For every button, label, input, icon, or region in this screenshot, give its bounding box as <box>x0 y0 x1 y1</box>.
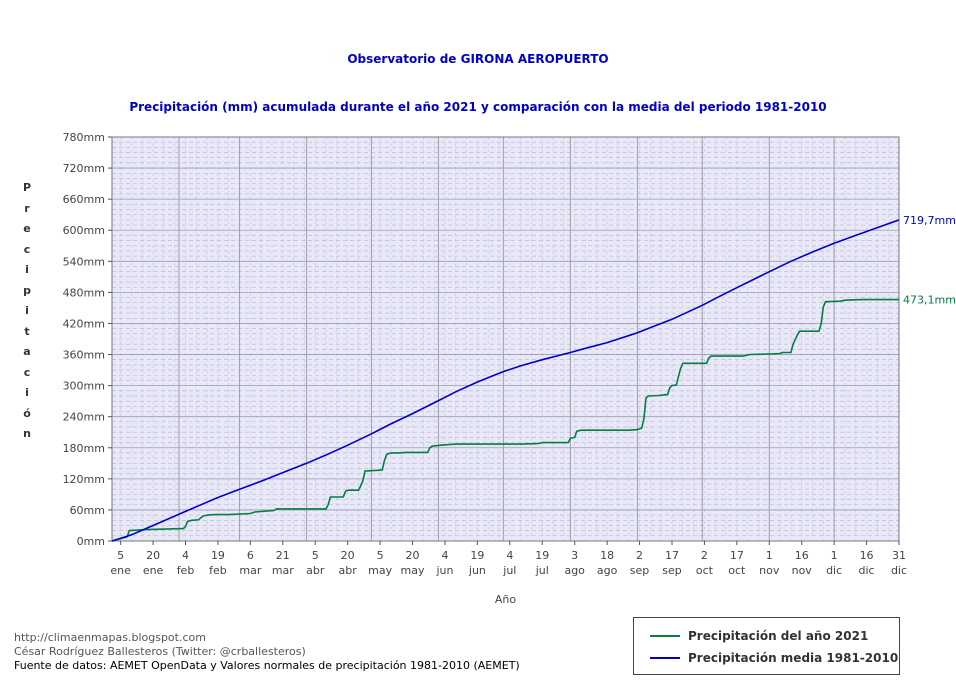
y-axis-label-letter: i <box>25 263 29 276</box>
x-tick-label-day: 19 <box>211 549 225 562</box>
x-tick-label-month: jul <box>535 564 549 577</box>
x-tick-label-day: 20 <box>406 549 420 562</box>
legend-swatch-mean <box>650 657 680 659</box>
x-tick-label-day: 5 <box>117 549 124 562</box>
x-tick-label-month: nov <box>759 564 780 577</box>
x-tick-label-month: may <box>401 564 425 577</box>
x-tick-label-month: oct <box>696 564 714 577</box>
x-tick-label-day: 1 <box>831 549 838 562</box>
chart-canvas: 0mm 60mm 120mm 180mm 240mm 300mm 360mm 420mm 480… <box>63 131 956 606</box>
y-tick-label: 420mm <box>63 317 105 330</box>
y-axis-label-letter: t <box>24 324 30 338</box>
y-tick-label: 240mm <box>63 411 105 424</box>
chart-legend: Precipitación del año 2021 Precipitación… <box>633 617 900 675</box>
x-tick-label-day: 5 <box>312 549 319 562</box>
legend-label-mean: Precipitación media 1981-2010 <box>688 651 899 665</box>
x-tick-label-month: abr <box>339 564 358 577</box>
y-tick-label: 720mm <box>63 162 105 175</box>
x-tick-label-month: ene <box>110 564 131 577</box>
x-tick-label-month: ago <box>597 564 618 577</box>
y-axis-label-letter: i <box>25 386 29 399</box>
y-tick-label: 0mm <box>77 535 105 548</box>
y-tick-label: 540mm <box>63 255 105 268</box>
x-tick-label-day: 1 <box>766 549 773 562</box>
y-axis-label-letter: e <box>23 222 31 235</box>
x-tick-label-day: 19 <box>470 549 484 562</box>
x-tick-label-day: 4 <box>441 549 448 562</box>
x-tick-label-day: 2 <box>701 549 708 562</box>
x-axis-label: Año <box>495 593 516 606</box>
y-tick-label: 300mm <box>63 380 105 393</box>
x-tick-label-day: 16 <box>860 549 874 562</box>
x-tick-label-month: feb <box>177 564 195 577</box>
legend-item-mean: Precipitación media 1981-2010 <box>650 649 898 667</box>
x-tick-label-day: 21 <box>276 549 290 562</box>
x-tick-label-day: 20 <box>146 549 160 562</box>
x-tick-label-month: may <box>368 564 392 577</box>
x-tick-label-month: sep <box>630 564 649 577</box>
x-tick-label-day: 3 <box>571 549 578 562</box>
chart-title: Observatorio de GIRONA AEROPUERTO <box>347 52 609 66</box>
x-tick-label-month: nov <box>792 564 813 577</box>
x-tick-label-day: 17 <box>665 549 679 562</box>
end-label-2021: 473,1mm <box>903 294 956 307</box>
x-tick-label-month: ago <box>564 564 585 577</box>
chart-subtitle: Precipitación (mm) acumulada durante el … <box>129 100 827 114</box>
x-tick-label-month: abr <box>306 564 325 577</box>
legend-swatch-2021 <box>650 635 680 637</box>
x-tick-label-month: dic <box>891 564 907 577</box>
y-tick-label: 660mm <box>63 193 105 206</box>
y-axis-label-letter: i <box>25 304 29 317</box>
x-tick-label-month: mar <box>272 564 294 577</box>
legend-item-2021: Precipitación del año 2021 <box>650 627 868 645</box>
x-tick-label-day: 16 <box>795 549 809 562</box>
y-tick-label: 60mm <box>70 504 105 517</box>
y-tick-label: 780mm <box>63 131 105 144</box>
x-tick-label-month: dic <box>826 564 842 577</box>
y-tick-label: 180mm <box>63 442 105 455</box>
y-tick-label: 600mm <box>63 224 105 237</box>
plot-frame <box>111 136 900 542</box>
y-axis-label-letter: p <box>23 283 31 297</box>
x-tick-label-day: 20 <box>341 549 355 562</box>
x-tick-label-day: 18 <box>600 549 614 562</box>
end-label-mean: 719,7mm <box>903 214 956 227</box>
y-axis-label-letter: P <box>22 181 32 194</box>
credit-data-source: Fuente de datos: AEMET OpenData y Valore… <box>14 659 520 672</box>
x-tick-label-day: 2 <box>636 549 643 562</box>
x-tick-label-month: jun <box>435 564 453 577</box>
x-tick-label-month: jun <box>468 564 486 577</box>
series-line-mean <box>111 219 900 542</box>
x-tick-label-month: sep <box>662 564 681 577</box>
x-tick-label-day: 4 <box>506 549 513 562</box>
credit-author: César Rodríguez Ballesteros (Twitter: @c… <box>14 645 306 658</box>
legend-label-2021: Precipitación del año 2021 <box>688 629 869 643</box>
y-tick-label: 360mm <box>63 349 105 362</box>
y-axis-label-letter: a <box>23 345 31 358</box>
y-axis-label-letter: c <box>23 365 31 379</box>
x-tick-label-day: 4 <box>182 549 189 562</box>
x-tick-label-day: 17 <box>730 549 744 562</box>
y-axis-label-letter: n <box>23 427 31 440</box>
x-tick-label-month: mar <box>239 564 261 577</box>
x-tick-label-day: 6 <box>247 549 254 562</box>
y-tick-label: 120mm <box>63 473 105 486</box>
series-line-2021 <box>111 298 899 542</box>
x-tick-label-month: ene <box>143 564 164 577</box>
y-axis-label-letter: c <box>23 242 31 256</box>
x-tick-label-day: 31 <box>892 549 906 562</box>
credit-blog-url: http://climaenmapas.blogspot.com <box>14 631 206 644</box>
y-tick-label: 480mm <box>63 286 105 299</box>
x-tick-label-day: 5 <box>377 549 384 562</box>
y-axis-label-letter: ó <box>23 406 31 420</box>
x-tick-label-month: dic <box>859 564 875 577</box>
x-tick-label-day: 19 <box>535 549 549 562</box>
x-tick-label-month: oct <box>728 564 746 577</box>
x-tick-label-month: feb <box>209 564 227 577</box>
x-tick-label-month: jul <box>502 564 516 577</box>
y-axis-label-letter: r <box>24 201 30 215</box>
